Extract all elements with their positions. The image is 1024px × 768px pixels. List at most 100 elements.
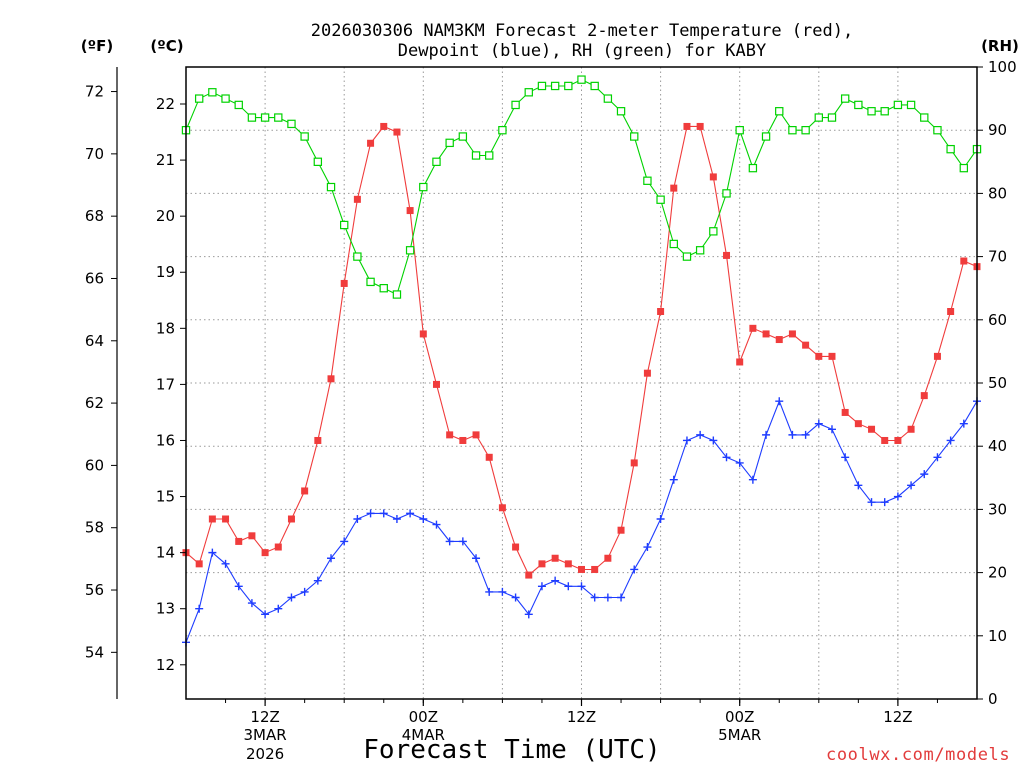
dewpoint-point (920, 470, 929, 479)
temperature-point (222, 515, 230, 523)
dewpoint-point (458, 537, 467, 546)
fahrenheit-tick-label: 70 (85, 145, 104, 163)
temperature-point (393, 128, 401, 136)
time-tick-label: 00Z (725, 708, 754, 726)
celsius-tick-label: 17 (156, 375, 175, 393)
dewpoint-point (814, 419, 823, 428)
dewpoint-point (287, 593, 296, 602)
dewpoint-point (867, 498, 876, 507)
dewpoint-point (630, 565, 639, 574)
rh-point (445, 138, 454, 148)
rh-point (260, 113, 270, 122)
rh-point (577, 75, 586, 84)
temperature-point (551, 554, 559, 562)
fahrenheit-tick-label: 62 (85, 394, 104, 412)
x-axis-title: Forecast Time (UTC) (363, 735, 660, 765)
rh-axis-label: (RH) (981, 37, 1019, 55)
dewpoint-point (696, 430, 705, 439)
rh-point (840, 94, 850, 103)
dewpoint-point (577, 582, 586, 591)
temperature-point (367, 139, 375, 147)
dewpoint-point (313, 576, 322, 585)
rh-point (603, 94, 613, 103)
rh-point (471, 151, 481, 160)
dewpoint-point (748, 475, 757, 484)
rh-point (682, 252, 692, 261)
time-tick-label: 12Z (567, 708, 596, 726)
rh-point (379, 284, 388, 293)
rh-axis: 0 10 20 30 40 50 60 70 80 90 100 (977, 58, 1017, 708)
dewpoint-point (959, 419, 968, 428)
fahrenheit-tick-label: 60 (85, 456, 104, 474)
year-tick-label: 2026 (246, 745, 284, 763)
dewpoint-point (261, 610, 270, 619)
rh-point (313, 157, 323, 166)
dewpoint-point (472, 554, 481, 563)
dewpoint-point (485, 587, 494, 596)
dewpoint-point (340, 537, 349, 546)
temperature-point (696, 122, 704, 130)
temperature-point (419, 330, 427, 338)
dewpoint-point (221, 559, 230, 568)
temperature-point (353, 195, 361, 203)
fahrenheit-tick-label: 56 (85, 581, 104, 599)
time-tick-label: 12Z (250, 708, 279, 726)
temperature-point (406, 207, 414, 215)
rh-point (788, 125, 797, 135)
rh-tick-label: 20 (988, 564, 1007, 582)
dewpoint-point (893, 492, 902, 501)
rh-point (761, 132, 771, 141)
rh-tick-label: 80 (988, 184, 1007, 202)
rh-point (616, 107, 626, 116)
dewpoint-point (656, 514, 665, 523)
temperature-point (709, 173, 717, 181)
temperature-point (525, 571, 533, 579)
rh-point (274, 113, 283, 122)
rh-point (511, 100, 520, 110)
rh-point (827, 113, 837, 122)
temperature-point (828, 352, 836, 360)
temperature-point (723, 251, 731, 259)
rh-point (867, 107, 876, 116)
temperature-point (512, 543, 520, 551)
temperature-point (564, 560, 572, 568)
celsius-tick-label: 15 (156, 488, 175, 506)
rh-point (432, 157, 441, 166)
temperature-point (762, 330, 770, 338)
rh-point (537, 81, 547, 91)
rh-point (234, 100, 243, 110)
temperature-point (380, 122, 388, 130)
temperature-point (643, 369, 651, 377)
dewpoint-point (907, 481, 916, 490)
temperature-point (485, 453, 493, 461)
dewpoint-point (841, 453, 850, 462)
dewpoint-point (590, 593, 599, 602)
dewpoint-point (735, 458, 744, 467)
celsius-tick-label: 12 (156, 656, 175, 674)
dewpoint-point (511, 593, 520, 602)
dewpoint-point (379, 509, 388, 518)
dewpoint-point (445, 537, 454, 546)
time-tick-label: 12Z (883, 708, 912, 726)
fahrenheit-tick-label: 64 (85, 332, 104, 350)
rh-tick-label: 30 (988, 500, 1007, 518)
rh-tick-label: 50 (988, 374, 1007, 392)
temperature-point (933, 352, 941, 360)
dewpoint-point (682, 436, 691, 445)
temperature-point (195, 560, 203, 568)
rh-tick-label: 0 (988, 690, 998, 708)
rh-tick-label: 90 (988, 121, 1007, 139)
dewpoint-point (392, 514, 401, 523)
temperature-point (749, 324, 757, 332)
dewpoint-point (933, 453, 942, 462)
rh-point (669, 239, 678, 249)
dewpoint-point (524, 610, 533, 619)
rh-point (458, 132, 468, 141)
rh-point (814, 113, 824, 122)
grid-lines (186, 67, 977, 699)
temperature-point (775, 336, 783, 344)
credit-link-text: coolwx.com/models (826, 745, 1010, 765)
dewpoint-point (762, 430, 771, 439)
